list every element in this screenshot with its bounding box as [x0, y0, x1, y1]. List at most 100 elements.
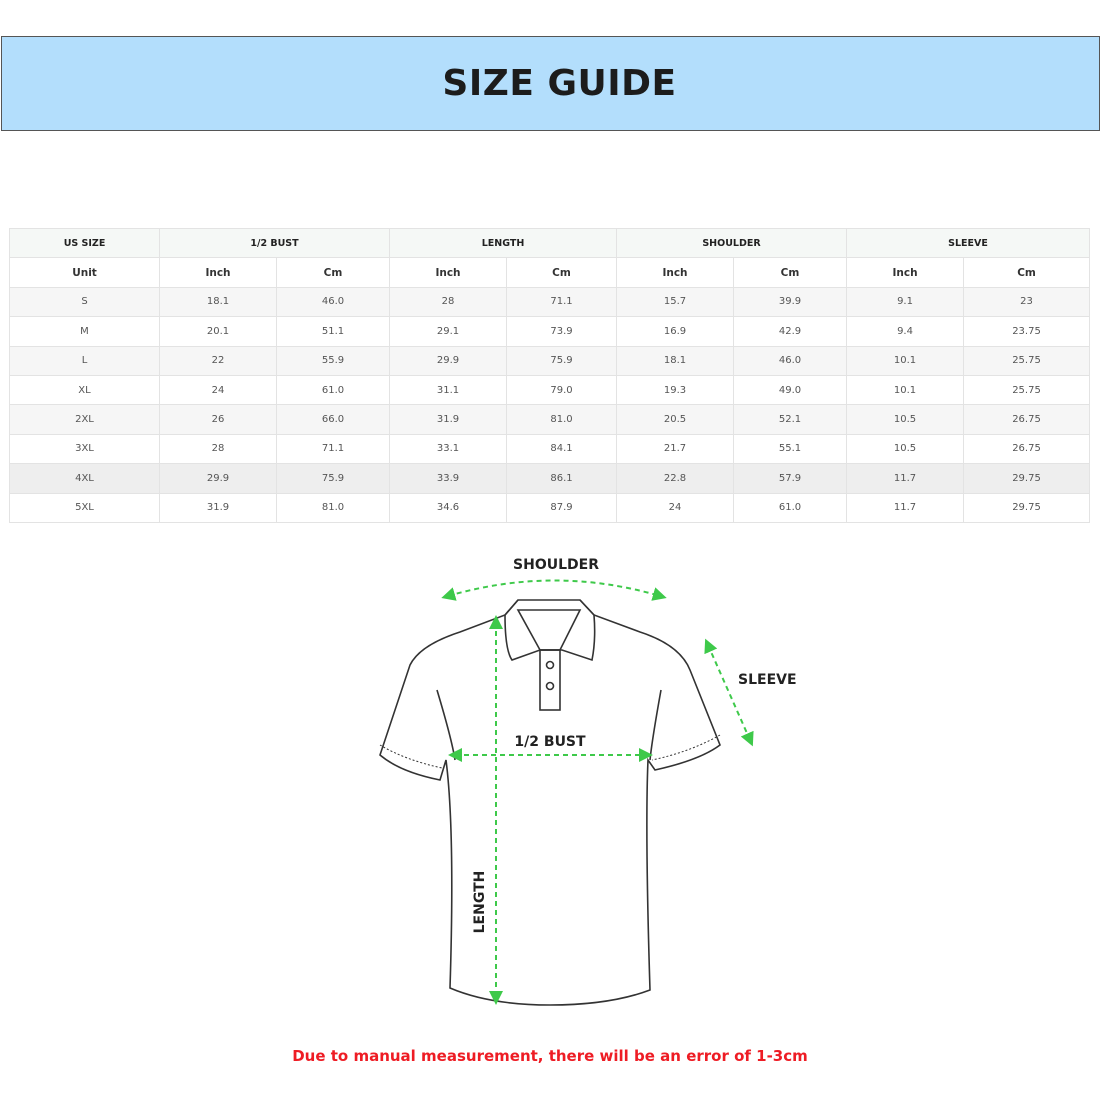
value-cell: 52.1 [732, 404, 848, 435]
length-label: LENGTH [472, 871, 488, 934]
value-cell: 61.0 [732, 492, 848, 523]
value-cell: 73.9 [506, 316, 617, 347]
value-cell: 33.9 [389, 463, 507, 494]
size-cell: 3XL [9, 433, 160, 465]
table-row: M 20.1 51.1 29.1 73.9 16.9 42.9 9.4 23.75 [9, 316, 1091, 347]
table-row: 5XL 31.9 81.0 34.6 87.9 24 61.0 11.7 29.75 [9, 492, 1091, 523]
value-cell: 28 [389, 286, 507, 318]
value-cell: 10.5 [846, 433, 965, 465]
value-cell: 9.4 [846, 316, 965, 347]
unit-row: Unit Inch Cm Inch Cm Inch Cm Inch Cm [9, 257, 1091, 288]
value-cell: 29.9 [389, 345, 507, 376]
value-cell: 26.75 [963, 404, 1091, 435]
value-cell: 81.0 [506, 404, 617, 435]
value-cell: 18.1 [616, 345, 734, 376]
value-cell: 46.0 [732, 345, 848, 376]
value-cell: 9.1 [846, 286, 965, 318]
value-cell: 87.9 [506, 492, 617, 523]
value-cell: 26.75 [963, 433, 1091, 465]
size-cell: L [9, 345, 160, 376]
unit-header: Cm [276, 257, 390, 288]
value-cell: 31.1 [389, 374, 507, 406]
value-cell: 46.0 [276, 286, 390, 318]
value-cell: 29.75 [963, 492, 1091, 523]
value-cell: 42.9 [732, 316, 848, 347]
sleeve-arrow [704, 638, 754, 747]
table-row: XL 24 61.0 31.1 79.0 19.3 49.0 10.1 25.75 [9, 374, 1091, 406]
table-row: S 18.1 46.0 28 71.1 15.7 39.9 9.1 23 [9, 286, 1091, 318]
shoulder-label: SHOULDER [513, 557, 599, 573]
sleeve-label: SLEEVE [738, 672, 797, 688]
table-row: 2XL 26 66.0 31.9 81.0 20.5 52.1 10.5 26.75 [9, 404, 1091, 435]
size-cell: XL [9, 374, 160, 406]
value-cell: 33.1 [389, 433, 507, 465]
size-cell: M [9, 316, 160, 347]
value-cell: 11.7 [846, 463, 965, 494]
group-header: US SIZE [9, 227, 160, 259]
polo-shirt-icon [379, 599, 721, 1006]
unit-header: Inch [389, 257, 507, 288]
value-cell: 29.1 [389, 316, 507, 347]
table-row: 4XL 29.9 75.9 33.9 86.1 22.8 57.9 11.7 29.75 [9, 463, 1091, 494]
unit-header: Cm [506, 257, 617, 288]
value-cell: 25.75 [963, 345, 1091, 376]
value-cell: 55.1 [732, 433, 848, 465]
value-cell: 71.1 [506, 286, 617, 318]
value-cell: 51.1 [276, 316, 390, 347]
value-cell: 66.0 [276, 404, 390, 435]
group-header: SHOULDER [615, 227, 848, 259]
value-cell: 19.3 [616, 374, 734, 406]
value-cell: 20.1 [159, 316, 277, 347]
value-cell: 16.9 [616, 316, 734, 347]
value-cell: 49.0 [732, 374, 848, 406]
unit-header: Inch [159, 257, 277, 288]
value-cell: 81.0 [276, 492, 390, 523]
page-title: SIZE GUIDE [442, 63, 677, 104]
value-cell: 29.75 [963, 463, 1091, 494]
measurement-note: Due to manual measurement, there will be… [292, 1047, 808, 1065]
unit-header: Inch [616, 257, 734, 288]
shoulder-arrow [441, 579, 667, 601]
value-cell: 79.0 [506, 374, 617, 406]
value-cell: 10.5 [846, 404, 965, 435]
value-cell: 10.1 [846, 374, 965, 406]
value-cell: 84.1 [506, 433, 617, 465]
size-cell: 5XL [9, 492, 160, 523]
unit-header: Unit [9, 257, 160, 288]
value-cell: 31.9 [159, 492, 277, 523]
title-banner: SIZE GUIDE [1, 36, 1100, 131]
unit-header: Cm [963, 257, 1091, 288]
size-table: US SIZE 1/2 BUST LENGTH SHOULDER SLEEVE Unit I… [9, 227, 1091, 523]
shirt-diagram: SHOULDER SLEEVE 1/2 BUST LENGTH [379, 557, 797, 1006]
value-cell: 23.75 [963, 316, 1091, 347]
value-cell: 21.7 [616, 433, 734, 465]
value-cell: 29.9 [159, 463, 277, 494]
value-cell: 10.1 [846, 345, 965, 376]
unit-header: Cm [732, 257, 848, 288]
value-cell: 26 [159, 404, 277, 435]
size-cell: S [9, 286, 160, 318]
value-cell: 24 [616, 492, 734, 523]
value-cell: 71.1 [276, 433, 390, 465]
table-row: L 22 55.9 29.9 75.9 18.1 46.0 10.1 25.75 [9, 345, 1091, 376]
value-cell: 75.9 [276, 463, 390, 494]
value-cell: 61.0 [276, 374, 390, 406]
group-header: LENGTH [389, 227, 617, 259]
unit-header: Inch [846, 257, 965, 288]
value-cell: 23 [963, 286, 1091, 318]
group-header-row: US SIZE 1/2 BUST LENGTH SHOULDER SLEEVE [9, 227, 1091, 259]
value-cell: 24 [159, 374, 277, 406]
bust-label: 1/2 BUST [514, 734, 586, 750]
value-cell: 22 [159, 345, 277, 376]
value-cell: 55.9 [276, 345, 390, 376]
value-cell: 22.8 [616, 463, 734, 494]
value-cell: 86.1 [506, 463, 617, 494]
value-cell: 34.6 [389, 492, 507, 523]
table-row: 3XL 28 71.1 33.1 84.1 21.7 55.1 10.5 26.75 [9, 433, 1091, 465]
value-cell: 28 [159, 433, 277, 465]
value-cell: 15.7 [616, 286, 734, 318]
value-cell: 57.9 [732, 463, 848, 494]
value-cell: 18.1 [159, 286, 277, 318]
group-header: 1/2 BUST [159, 227, 390, 259]
value-cell: 39.9 [732, 286, 848, 318]
